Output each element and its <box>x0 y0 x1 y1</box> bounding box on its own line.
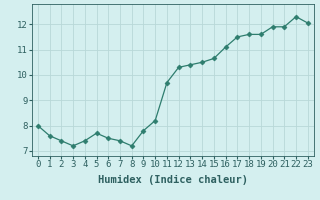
X-axis label: Humidex (Indice chaleur): Humidex (Indice chaleur) <box>98 175 248 185</box>
